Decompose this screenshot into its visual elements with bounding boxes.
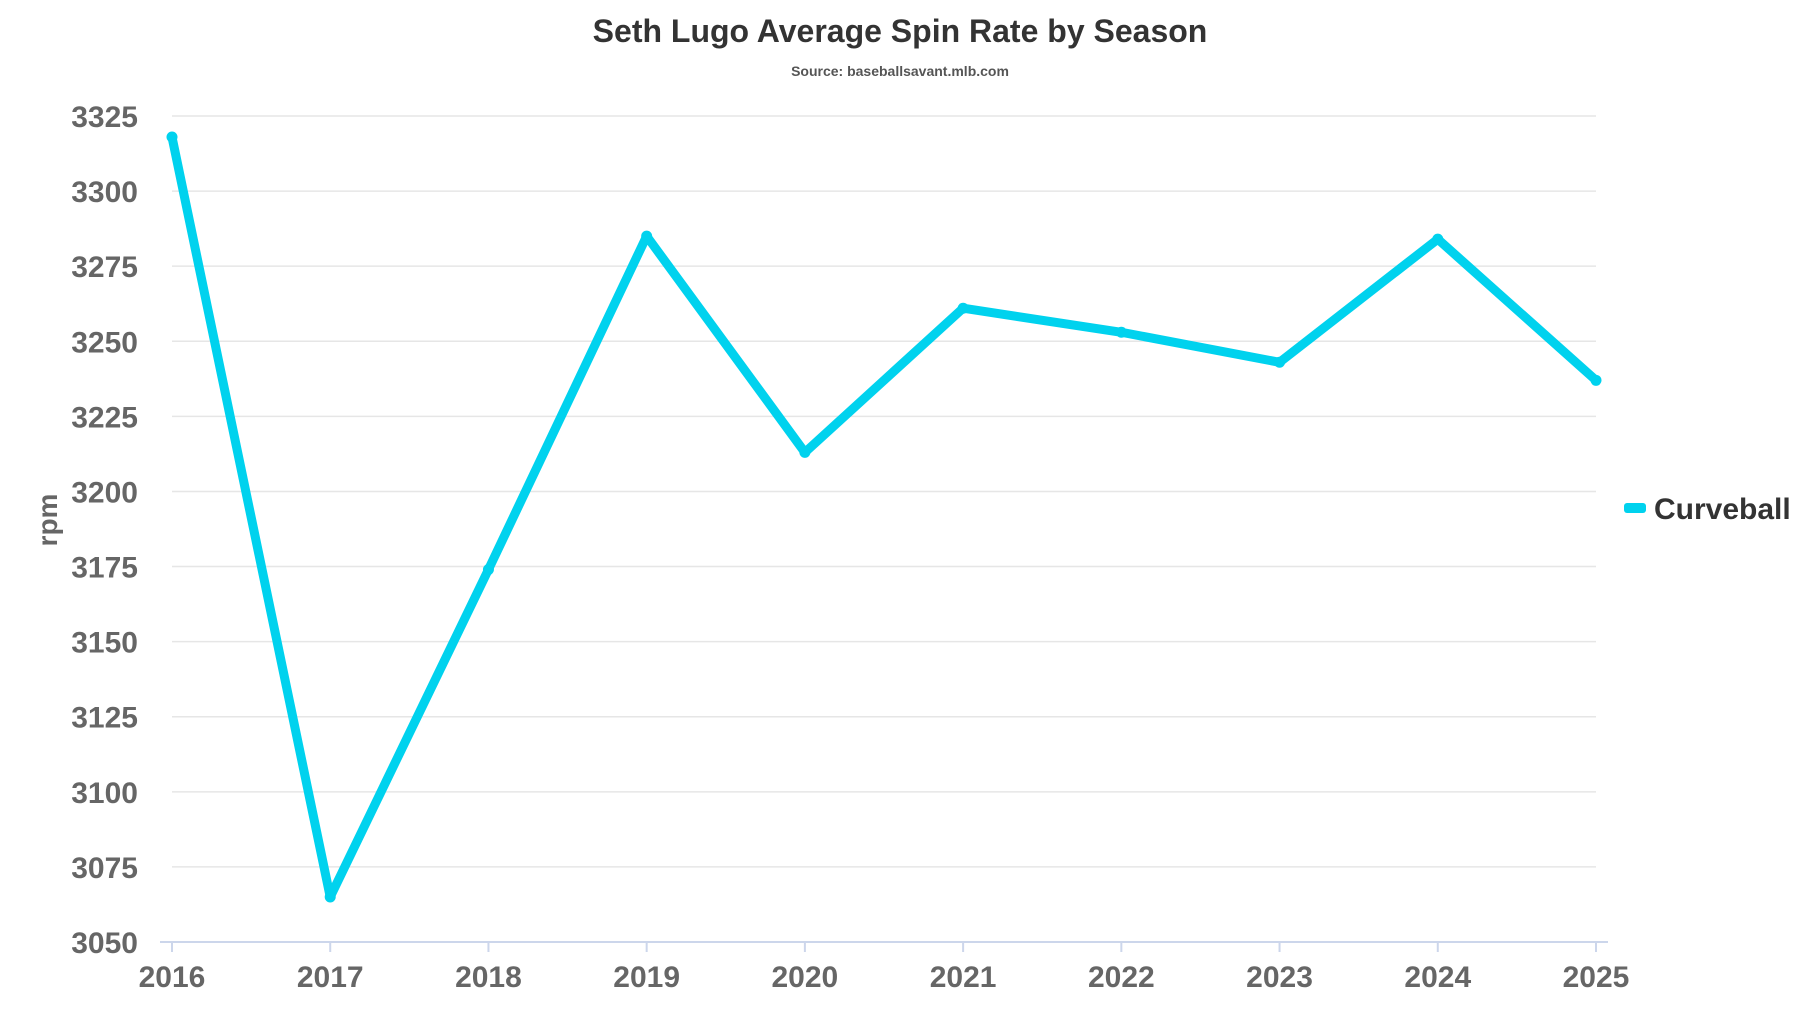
x-axis — [160, 941, 1608, 952]
data-point[interactable] — [957, 302, 969, 314]
y-tick-label: 3175 — [71, 552, 138, 585]
x-tick-label: 2025 — [1563, 961, 1630, 994]
series-group — [166, 131, 1602, 903]
y-tick-label: 3125 — [71, 702, 138, 735]
y-tick-label: 3325 — [71, 101, 138, 134]
x-tick-label: 2017 — [297, 961, 364, 994]
data-point[interactable] — [799, 446, 811, 458]
y-tick-label: 3100 — [71, 777, 138, 810]
x-tick-label: 2016 — [139, 961, 206, 994]
y-tick-label: 3150 — [71, 627, 138, 660]
y-tick-label: 3225 — [71, 401, 138, 434]
y-tick-label: 3075 — [71, 852, 138, 885]
x-tick-label: 2020 — [772, 961, 839, 994]
data-point[interactable] — [324, 891, 336, 903]
chart-subtitle: Source: baseballsavant.mlb.com — [791, 63, 1009, 79]
x-tick-label: 2021 — [930, 961, 997, 994]
x-tick-label: 2022 — [1088, 961, 1155, 994]
legend-swatch — [1624, 503, 1646, 513]
legend[interactable]: Curveball — [1624, 493, 1791, 526]
y-tick-label: 3300 — [71, 176, 138, 209]
x-tick-label: 2023 — [1246, 961, 1313, 994]
data-point[interactable] — [482, 564, 494, 576]
y-axis-label: rpm — [32, 494, 63, 547]
y-axis-tick-labels: 3050 3075 3100 3125 3150 3175 3200 3225 3250 3275… — [71, 101, 138, 960]
y-tick-label: 3275 — [71, 251, 138, 284]
x-tick-label: 2018 — [455, 961, 522, 994]
x-axis-tick-labels: 2016 2017 2018 2019 2020 2021 2022 2023 2024 2025 — [139, 961, 1630, 994]
series-line-curveball[interactable] — [167, 132, 1601, 902]
data-point[interactable] — [1115, 326, 1127, 338]
data-point[interactable] — [1274, 356, 1286, 368]
x-tick-label: 2024 — [1404, 961, 1471, 994]
y-tick-label: 3050 — [71, 927, 138, 960]
y-tick-label: 3250 — [71, 326, 138, 359]
x-tick-label: 2019 — [613, 961, 680, 994]
data-point[interactable] — [641, 230, 653, 242]
data-point[interactable] — [1590, 374, 1602, 386]
legend-label[interactable]: Curveball — [1654, 493, 1791, 526]
grid-lines — [172, 115, 1596, 868]
data-point[interactable] — [166, 131, 178, 143]
y-tick-label: 3200 — [71, 476, 138, 509]
data-point[interactable] — [1432, 233, 1444, 245]
chart-title: Seth Lugo Average Spin Rate by Season — [593, 13, 1208, 49]
